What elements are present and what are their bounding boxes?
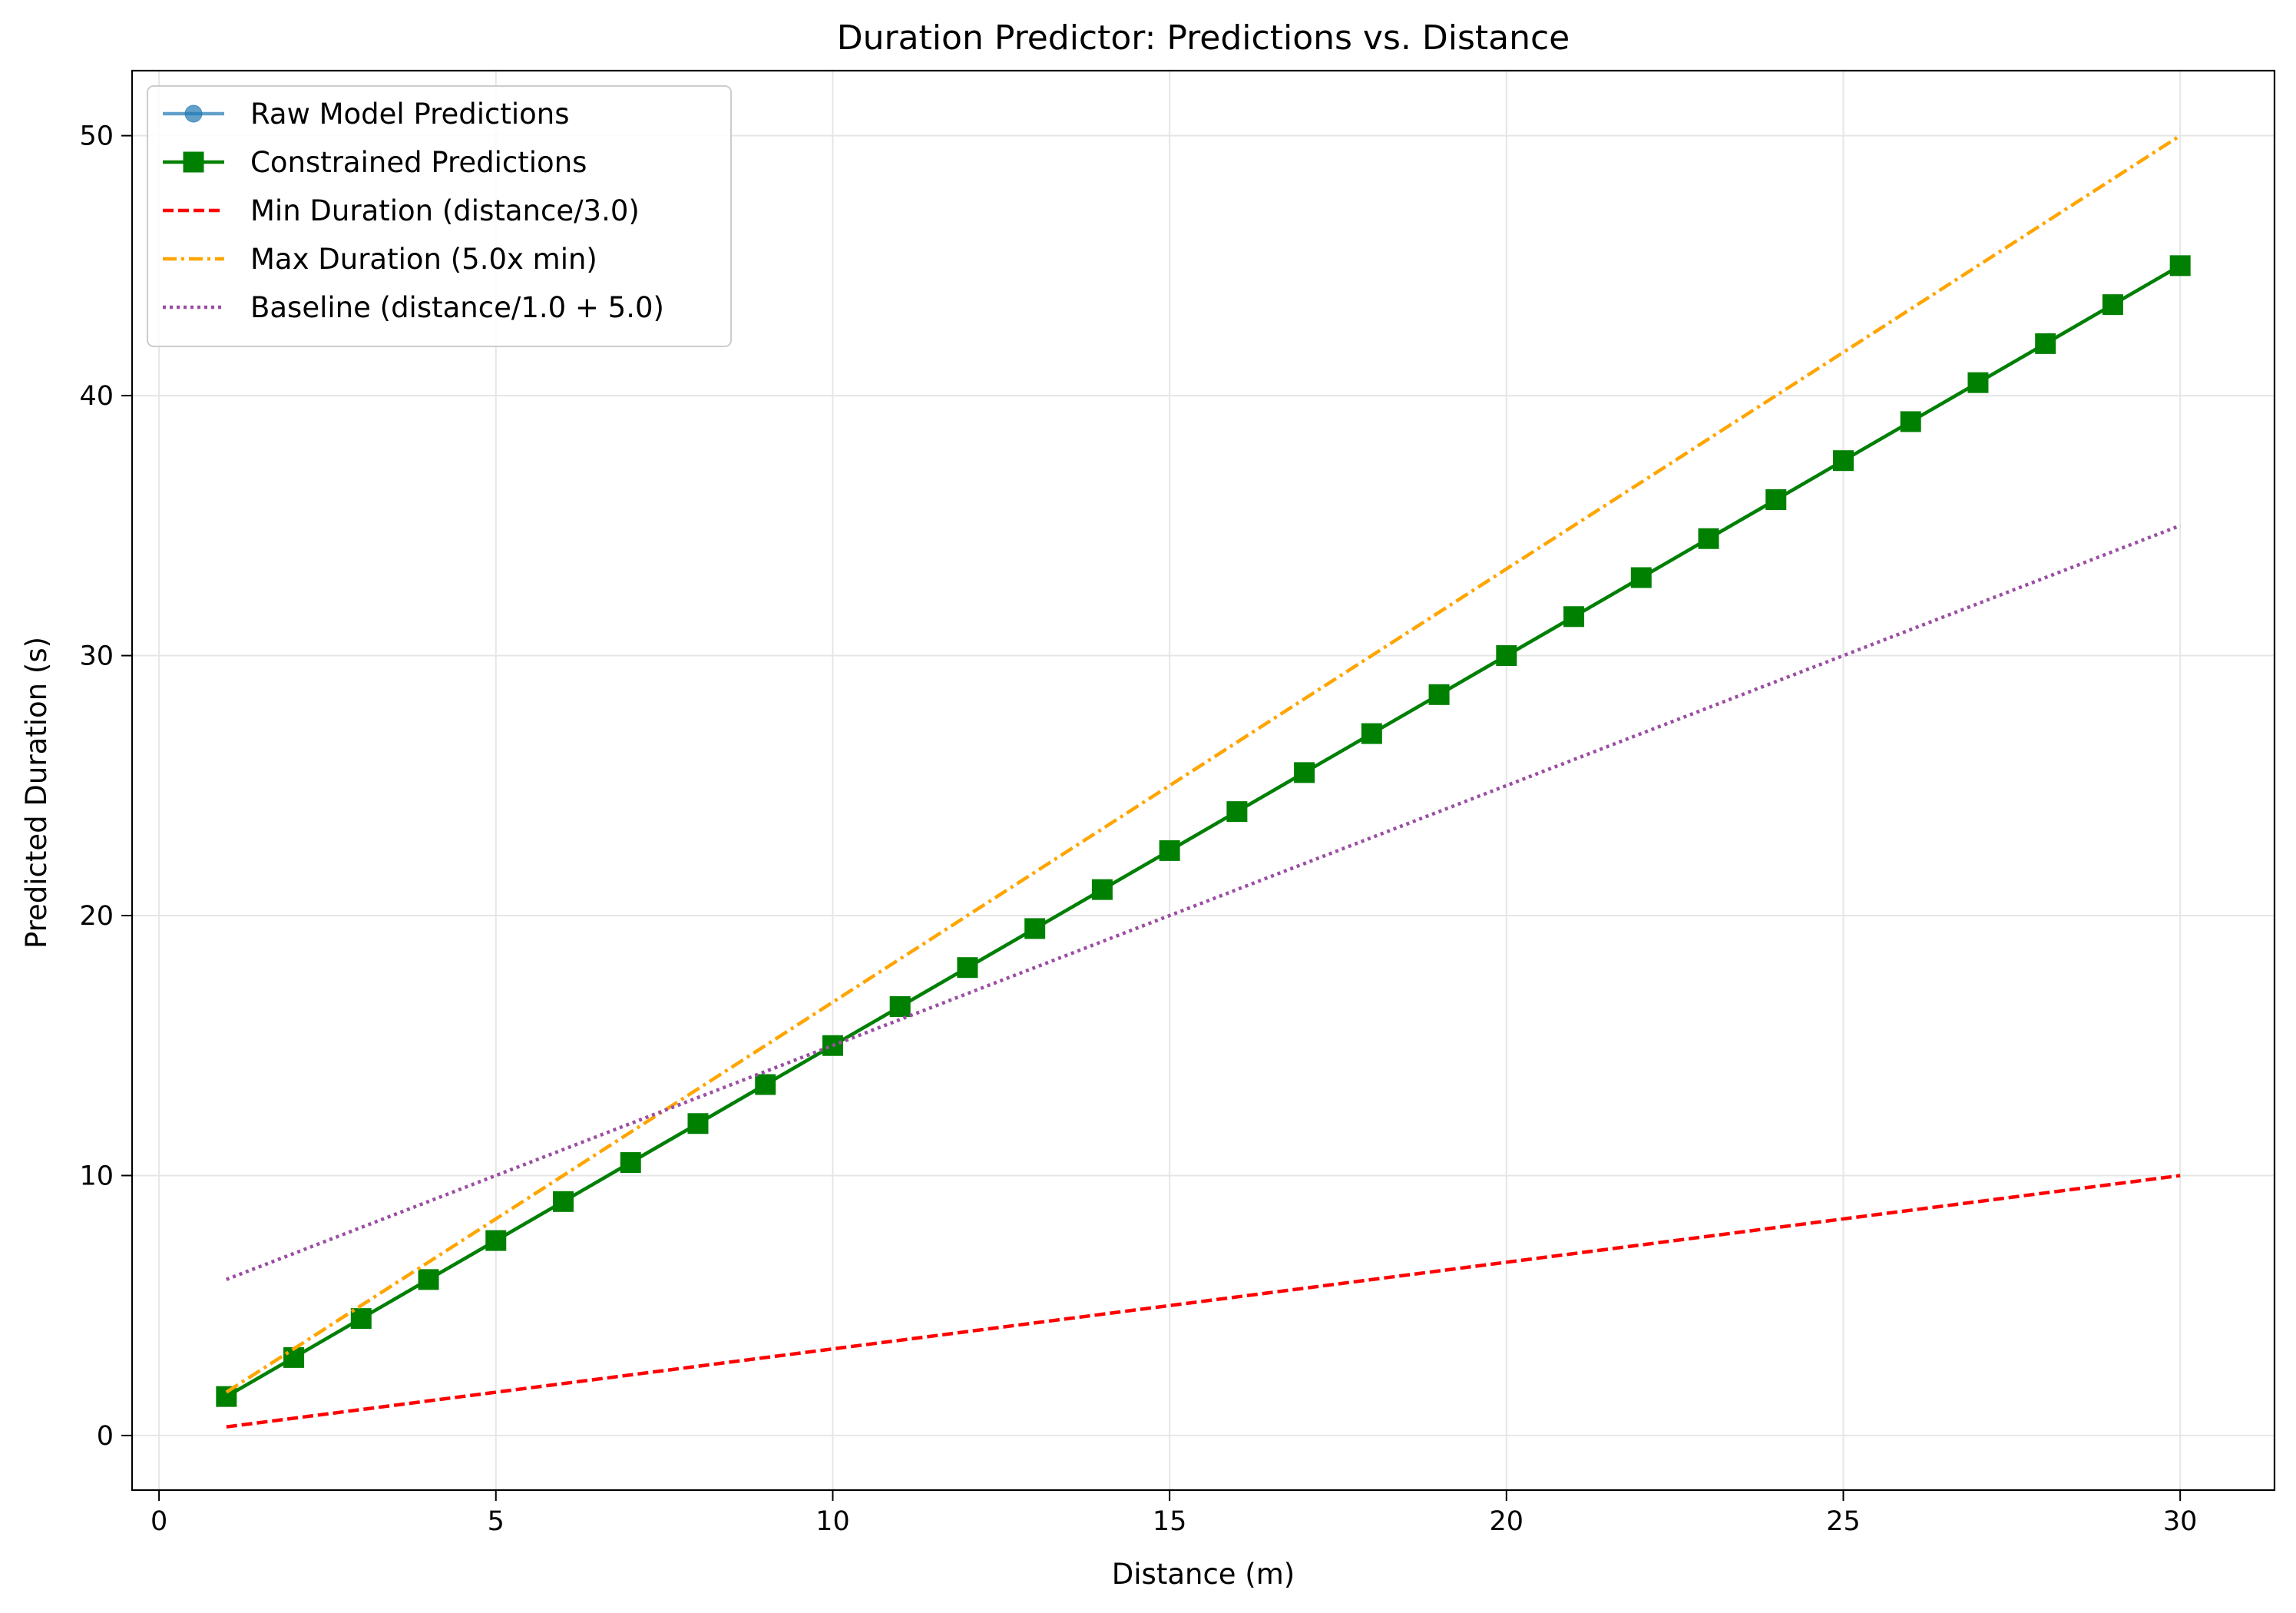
legend-item-baseline-distance-1-0-5-0: Baseline (distance/1.0 + 5.0) — [163, 291, 664, 324]
data-point — [418, 1269, 439, 1290]
x-tick-label: 30 — [2163, 1506, 2198, 1537]
legend-item-min-duration-distance-3-0: Min Duration (distance/3.0) — [163, 194, 640, 227]
legend-item-constrained-predictions: Constrained Predictions — [163, 146, 587, 179]
y-tick-label: 40 — [79, 381, 114, 412]
legend: Raw Model Predictions Constrained Predict… — [147, 85, 732, 347]
series-line — [225, 263, 2182, 1399]
data-point — [1698, 528, 1719, 549]
series-max-duration-5-0x-min — [225, 134, 2182, 1394]
legend-label: Max Duration (5.0x min) — [250, 243, 597, 276]
x-tick-label: 20 — [1490, 1506, 1524, 1537]
legend-marker — [183, 151, 204, 173]
y-tick-label: 30 — [79, 641, 114, 672]
data-point — [2035, 333, 2056, 354]
plot-series — [216, 134, 2191, 1429]
data-point — [1091, 879, 1113, 900]
y-tick-label: 0 — [97, 1421, 114, 1452]
data-point — [1563, 606, 1585, 628]
grid-lines — [132, 71, 2274, 1490]
data-point — [755, 1074, 776, 1095]
data-point — [1024, 918, 1046, 939]
series-min-duration-distance-3-0 — [226, 1174, 2181, 1429]
data-point — [1428, 684, 1450, 705]
x-tick-label: 10 — [816, 1506, 850, 1537]
legend-label: Constrained Predictions — [250, 146, 587, 179]
data-point — [1361, 723, 1382, 744]
y-axis-label: Predicted Duration (s) — [20, 637, 53, 949]
data-point — [957, 957, 978, 979]
data-point — [1967, 372, 1989, 393]
x-tick-label: 0 — [151, 1506, 167, 1537]
data-point — [1294, 762, 1315, 783]
legend-marker — [184, 104, 203, 123]
x-tick-label: 15 — [1153, 1506, 1187, 1537]
data-point — [1900, 411, 1921, 432]
legend-item-max-duration-5-0x-min: Max Duration (5.0x min) — [163, 243, 597, 276]
data-point — [1630, 567, 1652, 588]
legend-item-raw-model-predictions: Raw Model Predictions — [163, 98, 570, 131]
legend-label: Raw Model Predictions — [250, 98, 570, 131]
data-point — [2102, 294, 2123, 316]
legend-box — [147, 85, 732, 347]
chart-title: Duration Predictor: Predictions vs. Dist… — [837, 18, 1570, 58]
data-point — [2169, 255, 2191, 277]
data-point — [485, 1230, 507, 1251]
y-tick-label: 50 — [79, 121, 114, 152]
x-tick-label: 25 — [1826, 1506, 1861, 1537]
data-point — [1765, 489, 1787, 510]
plot-area-frame — [131, 69, 2276, 1492]
data-point — [889, 995, 911, 1017]
x-tick-label: 5 — [488, 1506, 505, 1537]
legend-label: Baseline (distance/1.0 + 5.0) — [250, 291, 664, 324]
axis-ticks: 0 5 10 15 20 25 30 0 10 20 30 40 50 — [79, 121, 2197, 1537]
data-point — [350, 1308, 372, 1330]
y-tick-label: 20 — [79, 901, 114, 932]
series-line — [225, 134, 2182, 1394]
series-line — [226, 1174, 2181, 1429]
data-point — [687, 1113, 709, 1134]
data-point — [1832, 450, 1854, 472]
y-tick-label: 10 — [79, 1161, 114, 1191]
data-point — [1496, 645, 1517, 667]
legend-label: Min Duration (distance/3.0) — [250, 194, 640, 227]
data-point — [620, 1152, 641, 1174]
data-point — [1226, 801, 1248, 823]
data-point — [1159, 840, 1180, 861]
x-axis-label: Distance (m) — [1112, 1558, 1295, 1591]
data-point — [553, 1191, 574, 1212]
